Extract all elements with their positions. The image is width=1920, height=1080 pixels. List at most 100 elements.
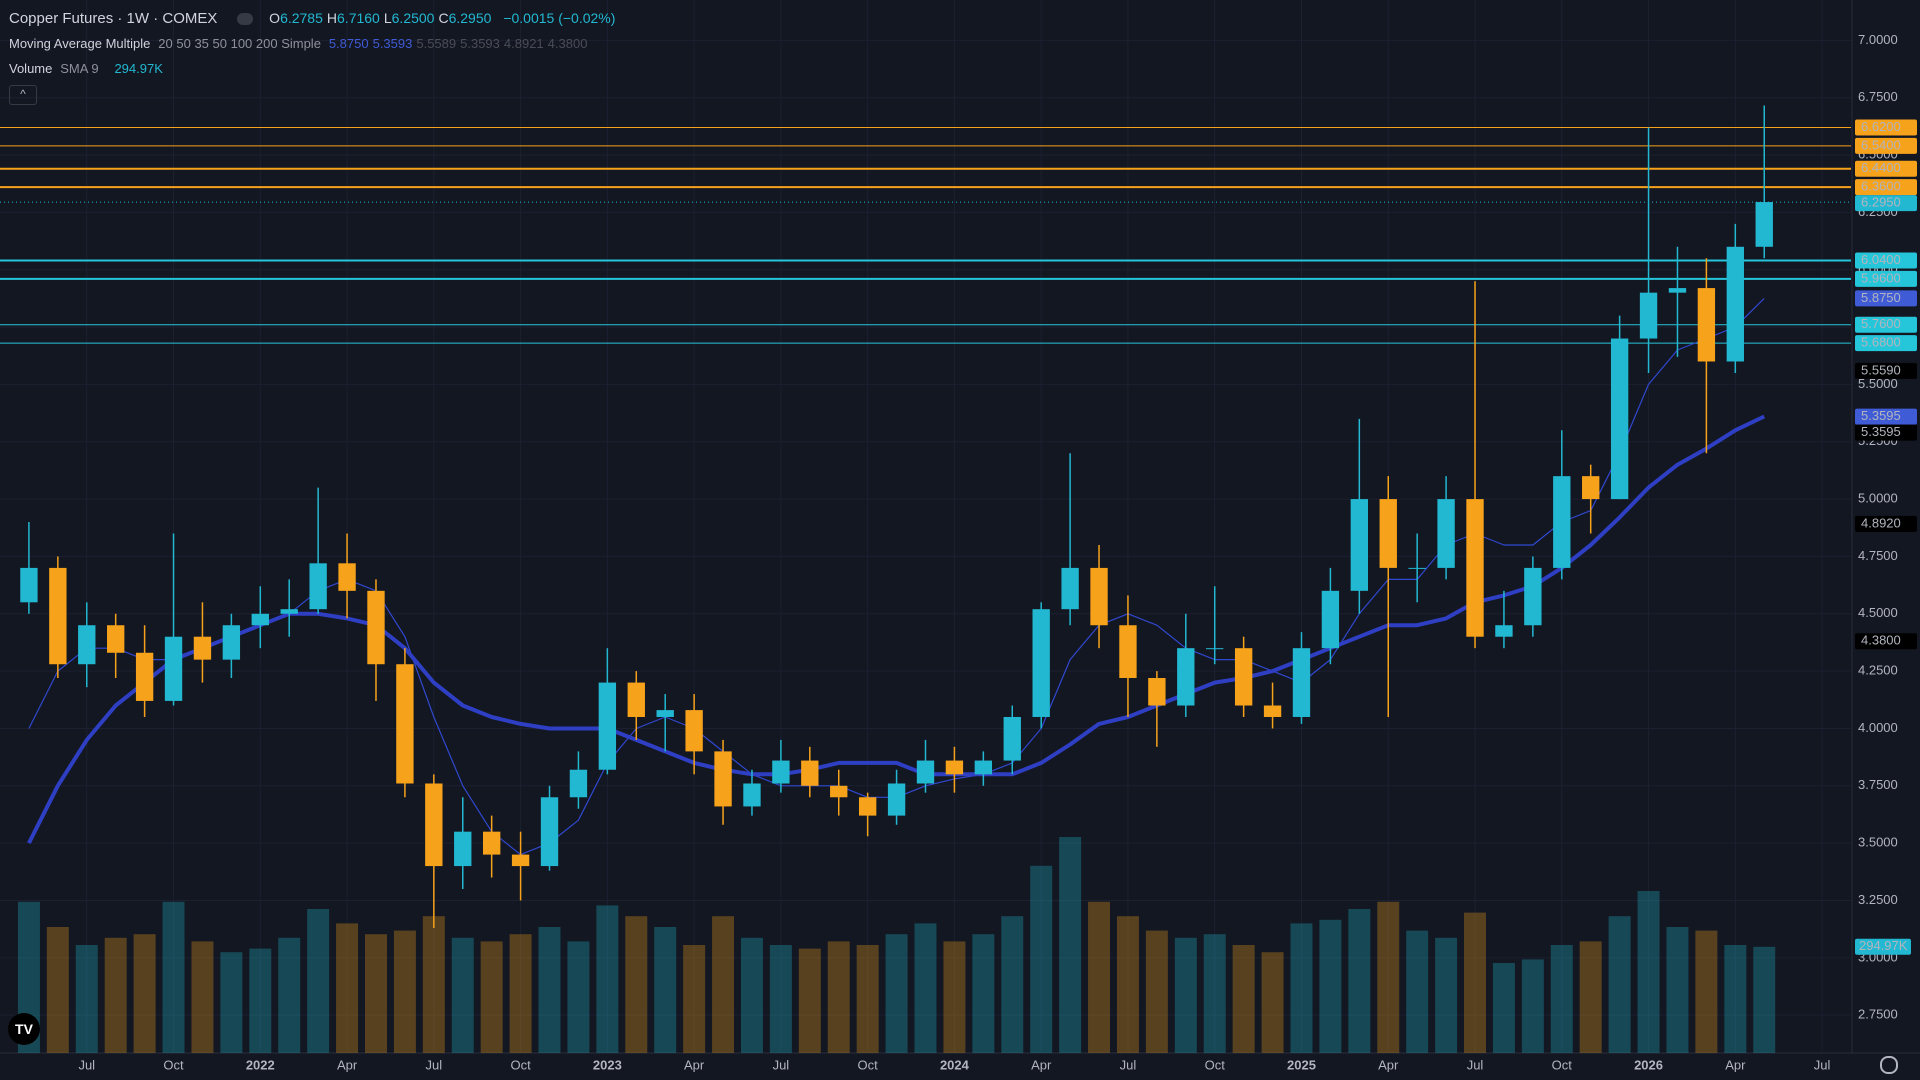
- x-tick-label: Apr: [1031, 1057, 1052, 1072]
- ma-value: 5.3593: [372, 36, 413, 51]
- y-tick-label: 5.0000: [1858, 491, 1898, 506]
- candle-body: [309, 563, 327, 610]
- candle-body: [222, 625, 241, 660]
- candle-body: [945, 760, 964, 775]
- volume-bar: [1435, 937, 1458, 1053]
- candle-body: [511, 854, 530, 867]
- change: −0.0015 (−0.02%): [503, 10, 616, 26]
- volume-bar: [625, 916, 648, 1053]
- price-label: 5.9600: [1861, 270, 1901, 285]
- candle-body: [1379, 499, 1397, 568]
- price-label-box: [1855, 137, 1917, 154]
- eye-toggle[interactable]: [237, 13, 254, 26]
- x-tick-label: 2025: [1287, 1057, 1316, 1072]
- candle-body: [1639, 292, 1658, 339]
- candle-body: [772, 760, 790, 784]
- candle-body: [627, 682, 645, 717]
- symbol-title[interactable]: Copper Futures · 1W · COMEX: [9, 10, 218, 27]
- candle-body: [598, 682, 617, 770]
- tv-logo[interactable]: TV: [8, 1013, 40, 1045]
- volume-bar: [1059, 837, 1082, 1053]
- candle-body: [887, 783, 906, 816]
- price-label: 6.5400: [1861, 137, 1901, 152]
- volume-bar: [162, 901, 185, 1053]
- candle-body: [193, 636, 212, 660]
- price-label: 5.5590: [1861, 362, 1901, 377]
- candle-body: [78, 625, 96, 665]
- volume-bar: [1116, 916, 1139, 1053]
- x-tick-label: Jul: [773, 1057, 790, 1072]
- volume-bar: [567, 941, 590, 1053]
- volume-bar: [1203, 934, 1226, 1053]
- ma-row: Moving Average Multiple 20 50 35 50 100 …: [9, 31, 619, 56]
- candle-body: [338, 563, 356, 591]
- candle-body: [20, 567, 38, 603]
- volume-bar: [336, 923, 359, 1053]
- volume-bar: [769, 945, 792, 1053]
- ma-value: 5.5589: [416, 36, 457, 51]
- ma-values: 5.8750 5.3593 5.5589 5.3593 4.8921 4.3800: [329, 36, 592, 51]
- x-tick-label: Oct: [1552, 1057, 1573, 1072]
- candle-body: [858, 797, 877, 816]
- price-label-box: [1855, 335, 1917, 352]
- price-label-box: [1855, 408, 1917, 425]
- volume-bar: [1319, 919, 1342, 1053]
- volume-bar: [740, 937, 763, 1053]
- collapse-button[interactable]: ^: [9, 85, 37, 105]
- ma-value: 4.3800: [547, 36, 588, 51]
- candle-body: [135, 652, 154, 701]
- ma-value: 5.8750: [328, 36, 369, 51]
- price-label-box: [1855, 515, 1917, 532]
- candle-body: [1466, 499, 1484, 637]
- x-tick-label: Oct: [1205, 1057, 1226, 1072]
- volume-bar: [538, 927, 561, 1053]
- candle-body: [454, 831, 472, 867]
- y-tick-label: 2.7500: [1858, 1007, 1898, 1022]
- candle-body: [1668, 288, 1687, 293]
- candle-body: [1321, 590, 1340, 649]
- volume-bar: [1261, 952, 1284, 1053]
- candle-body: [685, 710, 703, 752]
- volume-bar: [1753, 946, 1776, 1053]
- y-tick-label: 3.2500: [1858, 892, 1898, 907]
- candle-body: [1726, 246, 1744, 362]
- candle-body: [49, 567, 67, 665]
- volume-bar: [1030, 865, 1053, 1053]
- y-tick-label: 6.7500: [1858, 89, 1898, 104]
- ma-value: 4.8921: [503, 36, 544, 51]
- price-label-box: [1855, 362, 1917, 379]
- candle-body: [1553, 476, 1571, 568]
- price-label: 5.8750: [1861, 290, 1901, 305]
- price-label-box: [1855, 424, 1917, 441]
- price-label: 5.7600: [1861, 316, 1901, 331]
- volume-bar: [1695, 930, 1718, 1053]
- price-label: 6.0400: [1861, 252, 1901, 267]
- volume-bar: [683, 945, 706, 1053]
- candle-body: [1582, 476, 1600, 500]
- volume-name[interactable]: Volume: [9, 61, 53, 76]
- volume-bar: [46, 927, 69, 1053]
- volume-bar: [1608, 916, 1631, 1053]
- volume-bar: [1521, 959, 1544, 1053]
- x-tick-label: Oct: [858, 1057, 879, 1072]
- volume-bar: [1001, 916, 1024, 1053]
- volume-bar: [1406, 930, 1429, 1053]
- x-tick-label: Apr: [684, 1057, 705, 1072]
- price-label-box: [1855, 252, 1917, 269]
- volume-bar: [1492, 963, 1515, 1053]
- candle-body: [801, 760, 819, 786]
- ma-name[interactable]: Moving Average Multiple: [9, 36, 151, 51]
- ohlc-key: H: [326, 10, 338, 26]
- volume-bar: [1290, 923, 1313, 1053]
- volume-bar: [249, 948, 272, 1053]
- settings-icon[interactable]: [1880, 1056, 1898, 1074]
- volume-bar: [943, 941, 966, 1053]
- volume-bar: [712, 916, 735, 1053]
- volume-label: 294.97K: [1859, 938, 1908, 953]
- volume-row: Volume SMA 9 294.97K: [9, 56, 619, 81]
- volume-bar: [1724, 945, 1747, 1053]
- candle-body: [1350, 499, 1369, 591]
- x-tick-label: Jul: [1467, 1057, 1484, 1072]
- volume-bar: [1464, 912, 1487, 1053]
